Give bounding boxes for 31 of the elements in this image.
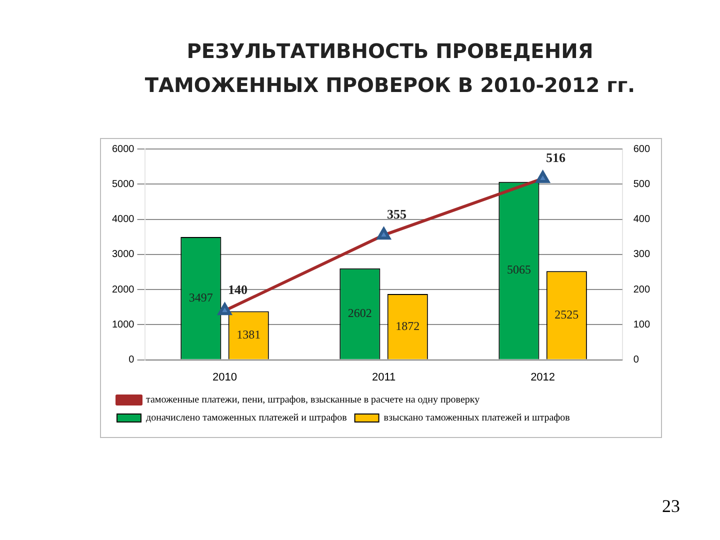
chart-title: РЕЗУЛЬТАТИВНОСТЬ ПРОВЕДЕНИЯ ТАМОЖЕННЫХ ПРОВЕРОК В 2010-2012 гг. xyxy=(144,38,636,99)
y2-tick-label: 0 xyxy=(633,354,640,366)
x-tick-label: 2010 xyxy=(212,371,237,384)
data-label: 1872 xyxy=(396,318,420,333)
text: 23 xyxy=(662,496,680,517)
legend-label: таможенные платежи, пени, штрафов, взысканные в расчете на одну проверку xyxy=(146,394,480,406)
y2-tick-label: 400 xyxy=(633,214,650,226)
y2-tick-label: 300 xyxy=(633,249,650,260)
data-label: 355 xyxy=(387,206,408,222)
data-label: 2525 xyxy=(554,307,579,322)
x-tick-label: 2012 xyxy=(530,371,556,384)
y2-tick-label: 100 xyxy=(633,319,650,330)
y2-tick-label: 500 xyxy=(633,178,650,190)
y-tick-label: 2000 xyxy=(112,284,135,296)
data-label: 5065 xyxy=(506,262,531,277)
data-label: 3497 xyxy=(188,290,213,304)
data-label: 516 xyxy=(546,150,566,165)
x-tick-label: 2011 xyxy=(372,371,396,384)
y-tick-label: 3000 xyxy=(112,249,135,260)
y-tick-label: 1000 xyxy=(112,319,135,330)
y2-tick-label: 600 xyxy=(633,144,650,155)
y2-tick-label: 200 xyxy=(633,284,650,296)
data-label: 2602 xyxy=(348,306,372,320)
legend-label: взыскано таможенных платежей и штрафов xyxy=(384,412,570,424)
legend-label: доначислено таможенных платежей и штрафов xyxy=(146,412,348,424)
data-label: 1381 xyxy=(236,327,261,342)
y-tick-label: 0 xyxy=(128,354,135,366)
y-tick-label: 4000 xyxy=(112,214,135,226)
y-tick-label: 5000 xyxy=(112,178,135,190)
data-label: 140 xyxy=(228,282,248,297)
y-tick-label: 6000 xyxy=(112,144,135,155)
